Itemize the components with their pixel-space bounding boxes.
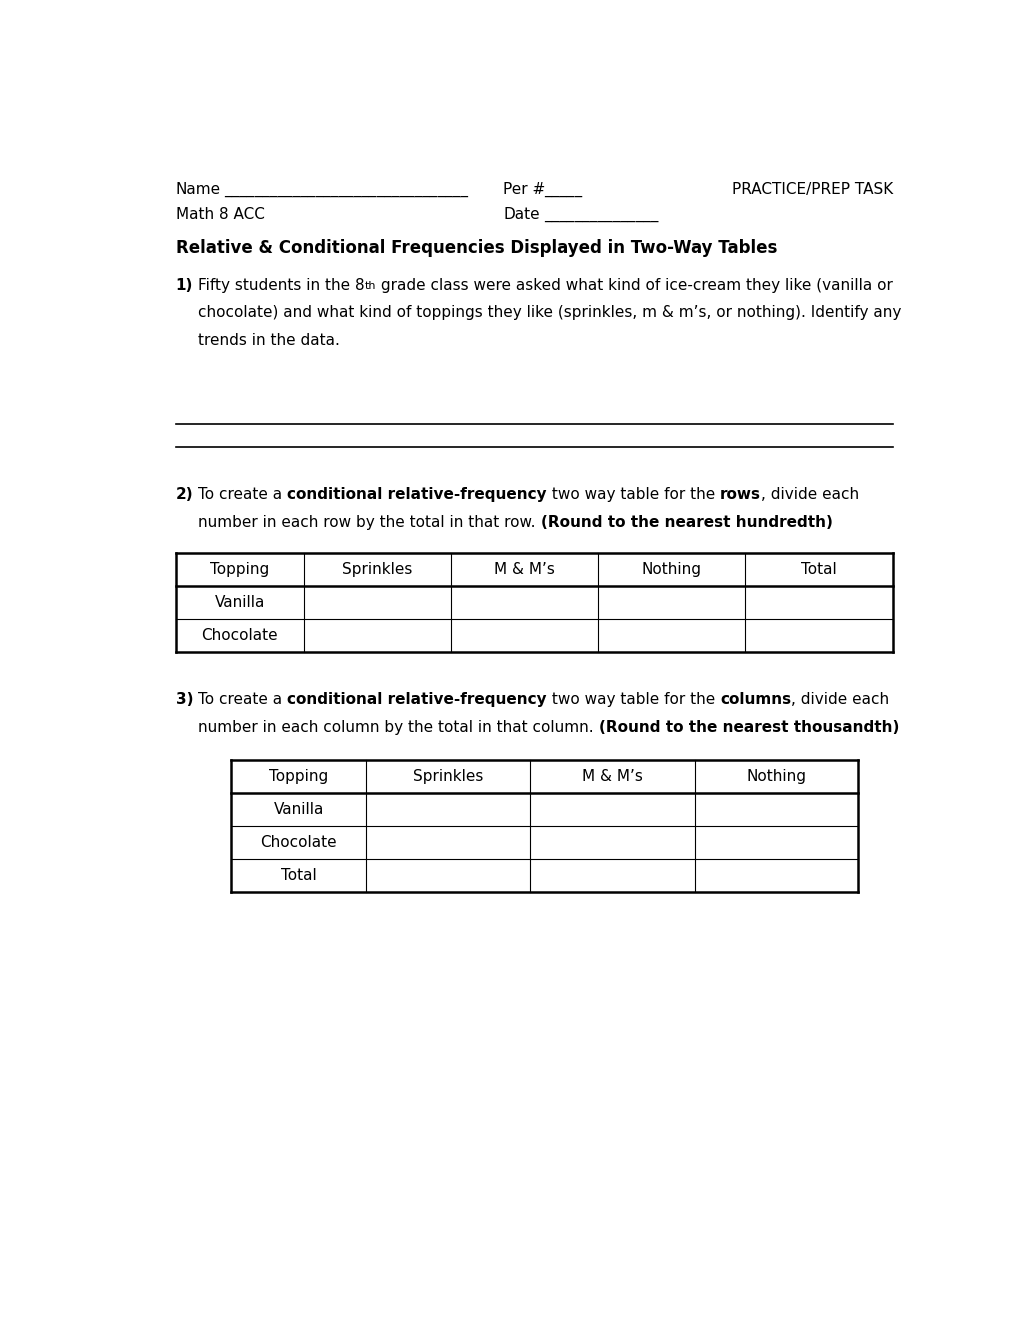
Text: Total: Total <box>280 869 316 883</box>
Text: th: th <box>365 281 376 290</box>
Text: number in each row by the total in that row.: number in each row by the total in that … <box>198 515 540 529</box>
Text: trends in the data.: trends in the data. <box>198 333 339 348</box>
Text: Relative & Conditional Frequencies Displayed in Two-Way Tables: Relative & Conditional Frequencies Displ… <box>175 239 776 257</box>
Text: Vanilla: Vanilla <box>273 803 324 817</box>
Text: Chocolate: Chocolate <box>202 628 278 643</box>
Text: 3): 3) <box>175 692 193 708</box>
Text: PRACTICE/PREP TASK: PRACTICE/PREP TASK <box>732 182 893 197</box>
Text: , divide each: , divide each <box>791 692 889 708</box>
Text: Math 8 ACC: Math 8 ACC <box>175 207 264 222</box>
Text: Nothing: Nothing <box>641 562 701 577</box>
Text: M & M’s: M & M’s <box>494 562 554 577</box>
Text: M & M’s: M & M’s <box>582 768 642 784</box>
Text: 2): 2) <box>175 487 193 502</box>
Text: To create a: To create a <box>198 487 287 502</box>
Text: , divide each: , divide each <box>760 487 858 502</box>
Text: Date: Date <box>503 207 539 222</box>
Text: Sprinkles: Sprinkles <box>342 562 413 577</box>
Text: rows: rows <box>719 487 760 502</box>
Text: grade class were asked what kind of ice-cream they like (vanilla or: grade class were asked what kind of ice-… <box>376 277 893 293</box>
Text: two way table for the: two way table for the <box>546 487 719 502</box>
Text: 1): 1) <box>175 277 193 293</box>
Text: _______________: _______________ <box>544 207 658 222</box>
Text: conditional relative-frequency: conditional relative-frequency <box>287 487 546 502</box>
Text: conditional relative-frequency: conditional relative-frequency <box>287 692 546 708</box>
Text: two way table for the: two way table for the <box>546 692 719 708</box>
Text: Topping: Topping <box>210 562 269 577</box>
Text: Vanilla: Vanilla <box>214 595 265 610</box>
Text: Topping: Topping <box>269 768 328 784</box>
Text: Nothing: Nothing <box>746 768 806 784</box>
Text: Name: Name <box>175 182 220 197</box>
Text: Chocolate: Chocolate <box>260 836 336 850</box>
Text: To create a: To create a <box>198 692 287 708</box>
Text: _____: _____ <box>544 182 582 197</box>
Text: chocolate) and what kind of toppings they like (sprinkles, m & m’s, or nothing).: chocolate) and what kind of toppings the… <box>198 305 901 321</box>
Text: columns: columns <box>719 692 791 708</box>
Text: number in each column by the total in that column.: number in each column by the total in th… <box>198 719 598 735</box>
Text: Total: Total <box>801 562 837 577</box>
Text: Per #: Per # <box>503 182 545 197</box>
Text: Fifty students in the 8: Fifty students in the 8 <box>198 277 365 293</box>
Text: (Round to the nearest hundredth): (Round to the nearest hundredth) <box>540 515 832 529</box>
Text: Sprinkles: Sprinkles <box>413 768 483 784</box>
Text: (Round to the nearest thousandth): (Round to the nearest thousandth) <box>598 719 898 735</box>
Text: ________________________________: ________________________________ <box>224 182 468 197</box>
